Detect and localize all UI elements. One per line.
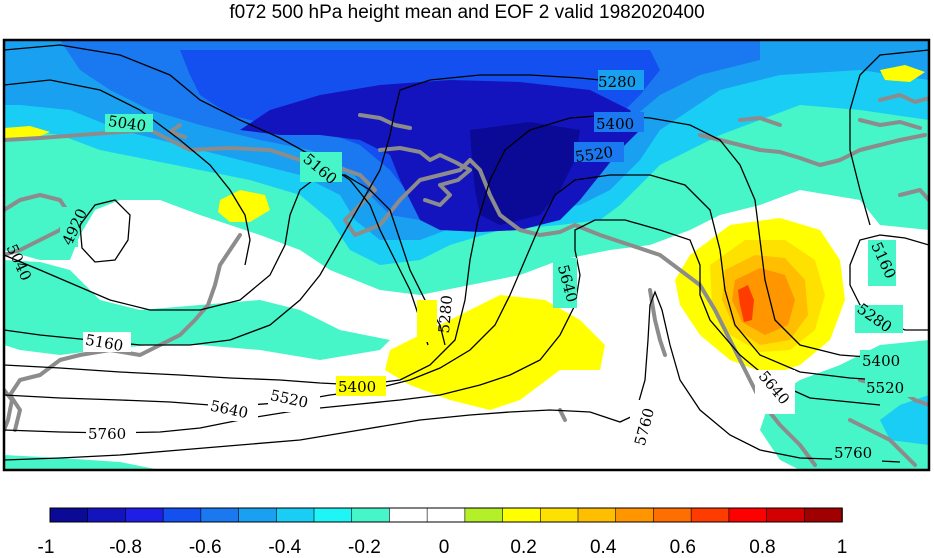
contour-label-5400-c: 5400 xyxy=(862,352,900,370)
colorbar-swatch xyxy=(728,507,768,523)
colorbar-swatch xyxy=(275,507,315,523)
colorbar-swatch xyxy=(87,507,127,523)
colorbar-swatch xyxy=(766,507,806,523)
colorbar-tick-label: 0.2 xyxy=(510,537,536,558)
colorbar-swatch xyxy=(426,507,466,523)
colorbar-swatch xyxy=(539,507,579,523)
colorbar-tick-label: -1 xyxy=(38,537,55,558)
colorbar-swatch xyxy=(125,507,164,523)
contour-label-5040-a: 5040 xyxy=(107,112,147,135)
colorbar-swatch xyxy=(502,507,542,523)
colorbar-tick-label: 1 xyxy=(837,537,848,558)
shade-lightblue-east xyxy=(880,395,929,445)
shade-yellow-center xyxy=(385,295,605,410)
map-panel: 5040 4920 5040 5160 5160 5280 5280 5280 … xyxy=(2,38,931,472)
colorbar-swatch xyxy=(313,507,353,523)
colorbar-swatch xyxy=(351,507,391,523)
colorbar-swatch xyxy=(615,507,655,523)
colorbar-swatch xyxy=(200,507,240,523)
colorbar-tick-label: 0.4 xyxy=(590,537,617,558)
colorbar-swatch xyxy=(577,507,617,523)
contour-label-5400-b: 5400 xyxy=(338,378,376,396)
colorbar-swatch xyxy=(653,507,692,523)
colorbar-frame xyxy=(49,507,843,523)
contour-label-5760-a: 5760 xyxy=(88,425,126,443)
chart-title: f072 500 hPa height mean and EOF 2 valid… xyxy=(229,2,705,23)
contour-label-5760-c: 5760 xyxy=(834,444,872,462)
shade-red-east xyxy=(738,285,754,322)
colorbar-tick-label: 0.8 xyxy=(749,537,775,558)
colorbar-swatch xyxy=(803,507,843,523)
colorbar-swatch xyxy=(690,507,730,523)
colorbar-tick-label: 0.6 xyxy=(670,537,696,558)
colorbar-tick-label: 0 xyxy=(439,537,450,558)
colorbar-swatch xyxy=(49,507,89,523)
contour-label-5280-a: 5280 xyxy=(598,73,636,91)
map-frame xyxy=(2,38,931,472)
contour-labels: 5040 4920 5040 5160 5160 5280 5280 5280 … xyxy=(4,70,915,462)
colorbar-swatches xyxy=(49,507,843,523)
height-contours xyxy=(4,44,929,463)
colorbar-tick-label: -0.6 xyxy=(189,537,222,558)
colorbar-swatch xyxy=(238,507,278,523)
contour-label-5400-a: 5400 xyxy=(596,115,634,133)
shade-yellow-northedge xyxy=(880,65,925,82)
shade-yellow-nw xyxy=(218,190,270,222)
colorbar-swatch xyxy=(389,507,428,523)
contour-label-5520-a: 5520 xyxy=(574,143,614,166)
contour-label-5280-b: 5280 xyxy=(435,294,456,334)
colorbar-tick-label: -0.8 xyxy=(109,537,142,558)
colorbar-swatch xyxy=(464,507,504,523)
colorbar-tick-label: -0.4 xyxy=(268,537,301,558)
colorbar-tick-labels: -1 -0.8 -0.6 -0.4 -0.2 0 0.2 0.4 0.6 0.8 1 xyxy=(38,537,848,558)
contour-label-5520-c: 5520 xyxy=(866,379,904,397)
colorbar-tick-label: -0.2 xyxy=(348,537,381,558)
colorbar-swatch xyxy=(162,507,202,523)
